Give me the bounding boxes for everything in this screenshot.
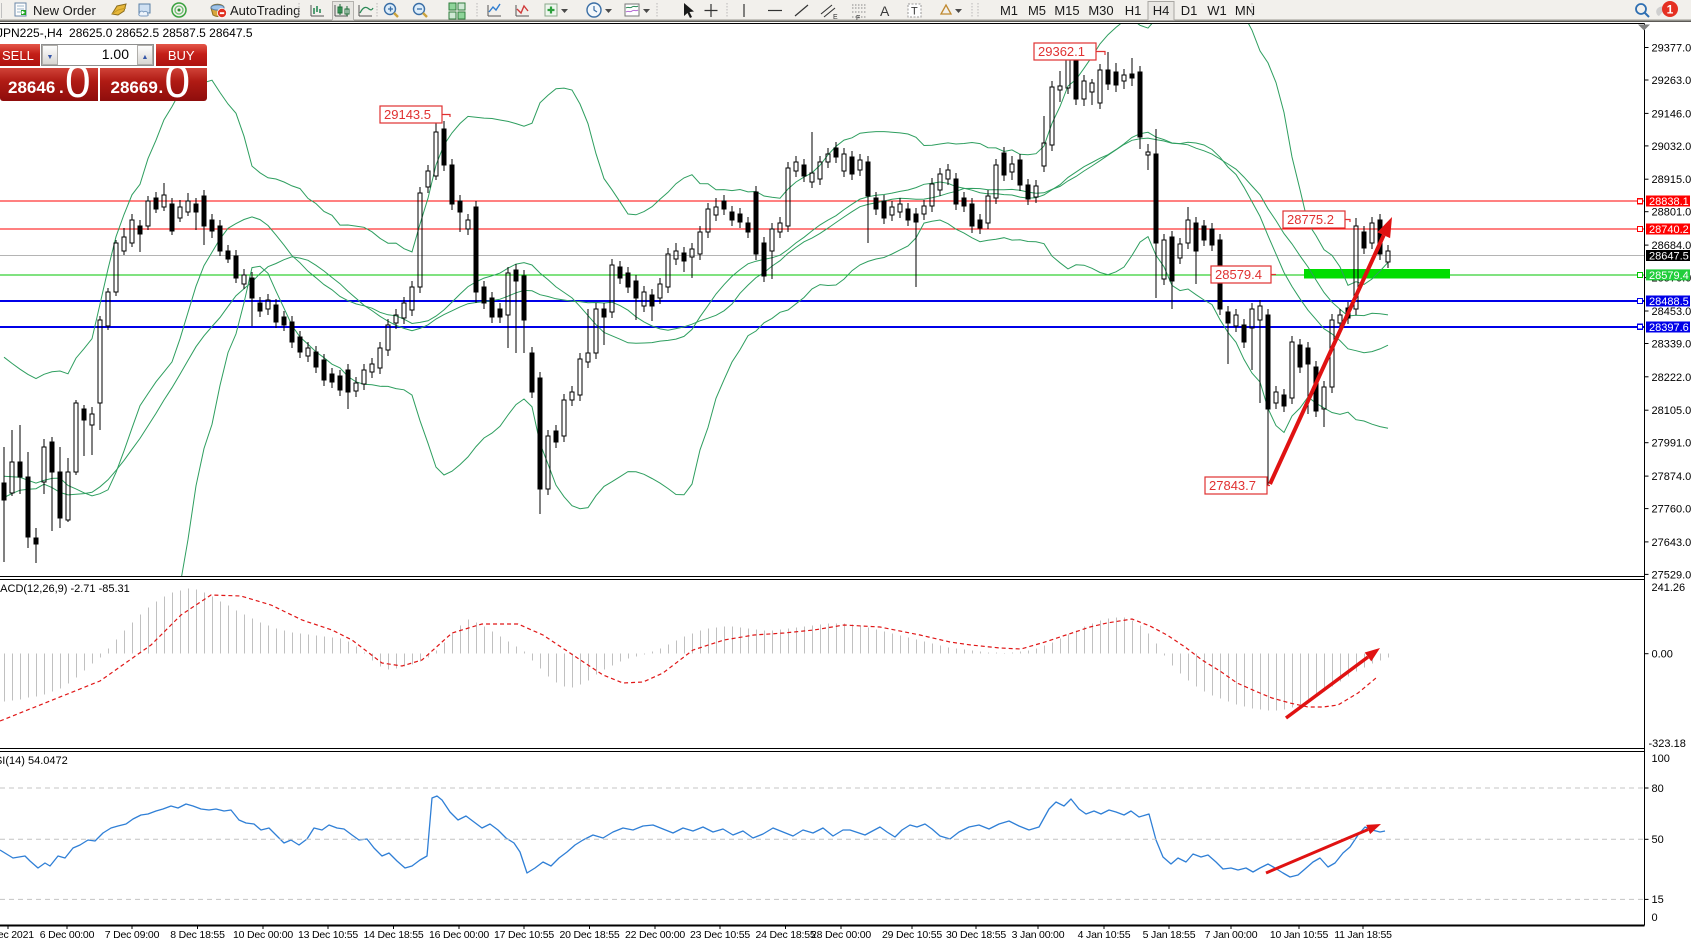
svg-text:28838.1: 28838.1 <box>1649 196 1689 208</box>
svg-text:M5: M5 <box>1028 3 1046 18</box>
svg-text:22 Dec 00:00: 22 Dec 00:00 <box>625 929 685 940</box>
svg-text:29146.0: 29146.0 <box>1652 108 1691 120</box>
svg-text:29032.0: 29032.0 <box>1652 141 1691 153</box>
svg-text:28339.0: 28339.0 <box>1652 339 1691 351</box>
svg-text:3 Dec 2021: 3 Dec 2021 <box>0 929 34 940</box>
svg-text:24 Dec 18:55: 24 Dec 18:55 <box>755 929 815 940</box>
svg-text:New Order: New Order <box>33 3 97 18</box>
svg-text:100: 100 <box>1652 753 1670 765</box>
svg-text:29377.0: 29377.0 <box>1652 43 1691 55</box>
svg-text:6 Dec 00:00: 6 Dec 00:00 <box>40 929 95 940</box>
svg-text:28579.4: 28579.4 <box>1649 270 1689 282</box>
svg-text:17 Dec 10:55: 17 Dec 10:55 <box>494 929 554 940</box>
svg-text:1: 1 <box>1667 3 1674 17</box>
svg-text:W1: W1 <box>1207 3 1227 18</box>
svg-text:10 Dec 00:00: 10 Dec 00:00 <box>233 929 293 940</box>
svg-text:28397.6: 28397.6 <box>1649 322 1689 334</box>
svg-text:27843.7: 27843.7 <box>1209 478 1256 493</box>
svg-text:AutoTrading: AutoTrading <box>230 3 300 18</box>
svg-text:F: F <box>856 15 860 22</box>
svg-text:4 Jan 10:55: 4 Jan 10:55 <box>1078 929 1131 940</box>
svg-text:28647.5: 28647.5 <box>1649 251 1689 263</box>
svg-text:14 Dec 18:55: 14 Dec 18:55 <box>363 929 423 940</box>
svg-text:0.00: 0.00 <box>1652 649 1673 661</box>
svg-text:241.26: 241.26 <box>1652 582 1686 594</box>
svg-text:5 Jan 18:55: 5 Jan 18:55 <box>1143 929 1196 940</box>
svg-text:28579.4: 28579.4 <box>1215 267 1262 282</box>
svg-text:M30: M30 <box>1088 3 1113 18</box>
svg-text:50: 50 <box>1652 834 1664 846</box>
svg-text:29143.5: 29143.5 <box>384 107 431 122</box>
svg-text:28801.0: 28801.0 <box>1652 207 1691 219</box>
svg-text:27529.0: 27529.0 <box>1652 569 1691 581</box>
svg-text:-323.18: -323.18 <box>1649 738 1686 750</box>
svg-text:23 Dec 10:55: 23 Dec 10:55 <box>690 929 750 940</box>
svg-text:28105.0: 28105.0 <box>1652 405 1691 417</box>
svg-text:28488.5: 28488.5 <box>1649 296 1689 308</box>
svg-text:D1: D1 <box>1181 3 1198 18</box>
svg-text:15: 15 <box>1652 894 1664 906</box>
svg-text:28915.0: 28915.0 <box>1652 174 1691 186</box>
svg-text:A: A <box>880 3 890 19</box>
svg-text:8 Dec 18:55: 8 Dec 18:55 <box>170 929 225 940</box>
svg-text:27874.0: 27874.0 <box>1652 471 1691 483</box>
svg-text:MN: MN <box>1235 3 1255 18</box>
svg-text:3 Jan 00:00: 3 Jan 00:00 <box>1012 929 1065 940</box>
svg-text:0: 0 <box>1652 912 1658 924</box>
svg-text:28684.0: 28684.0 <box>1652 240 1691 252</box>
svg-text:7 Dec 09:00: 7 Dec 09:00 <box>105 929 160 940</box>
svg-text:T: T <box>911 6 918 18</box>
svg-text:20 Dec 18:55: 20 Dec 18:55 <box>559 929 619 940</box>
svg-text:16 Dec 00:00: 16 Dec 00:00 <box>429 929 489 940</box>
svg-text:28775.2: 28775.2 <box>1287 212 1334 227</box>
svg-text:28453.0: 28453.0 <box>1652 306 1691 318</box>
svg-text:30 Dec 18:55: 30 Dec 18:55 <box>946 929 1006 940</box>
svg-text:10 Jan 10:55: 10 Jan 10:55 <box>1270 929 1329 940</box>
svg-text:28222.0: 28222.0 <box>1652 372 1691 384</box>
svg-text:M1: M1 <box>1000 3 1018 18</box>
svg-text:M15: M15 <box>1054 3 1079 18</box>
svg-text:29362.1: 29362.1 <box>1038 44 1085 59</box>
svg-text:28 Dec 00:00: 28 Dec 00:00 <box>811 929 871 940</box>
svg-text:13 Dec 10:55: 13 Dec 10:55 <box>298 929 358 940</box>
svg-text:MACD(12,26,9) -2.71 -85.31: MACD(12,26,9) -2.71 -85.31 <box>0 583 130 595</box>
svg-text:80: 80 <box>1652 783 1664 795</box>
svg-text:28740.2: 28740.2 <box>1649 224 1689 236</box>
svg-text:E: E <box>833 14 838 21</box>
svg-text:27643.0: 27643.0 <box>1652 537 1691 549</box>
svg-text:27760.0: 27760.0 <box>1652 504 1691 516</box>
svg-text:11 Jan 18:55: 11 Jan 18:55 <box>1334 929 1392 940</box>
svg-text:27991.0: 27991.0 <box>1652 438 1691 450</box>
svg-text:RSI(14) 54.0472: RSI(14) 54.0472 <box>0 755 68 767</box>
svg-text:29 Dec 10:55: 29 Dec 10:55 <box>882 929 942 940</box>
svg-text:7 Jan 00:00: 7 Jan 00:00 <box>1205 929 1258 940</box>
svg-text:29263.0: 29263.0 <box>1652 75 1691 87</box>
svg-text:H1: H1 <box>1125 3 1142 18</box>
svg-text:H4: H4 <box>1153 3 1170 18</box>
